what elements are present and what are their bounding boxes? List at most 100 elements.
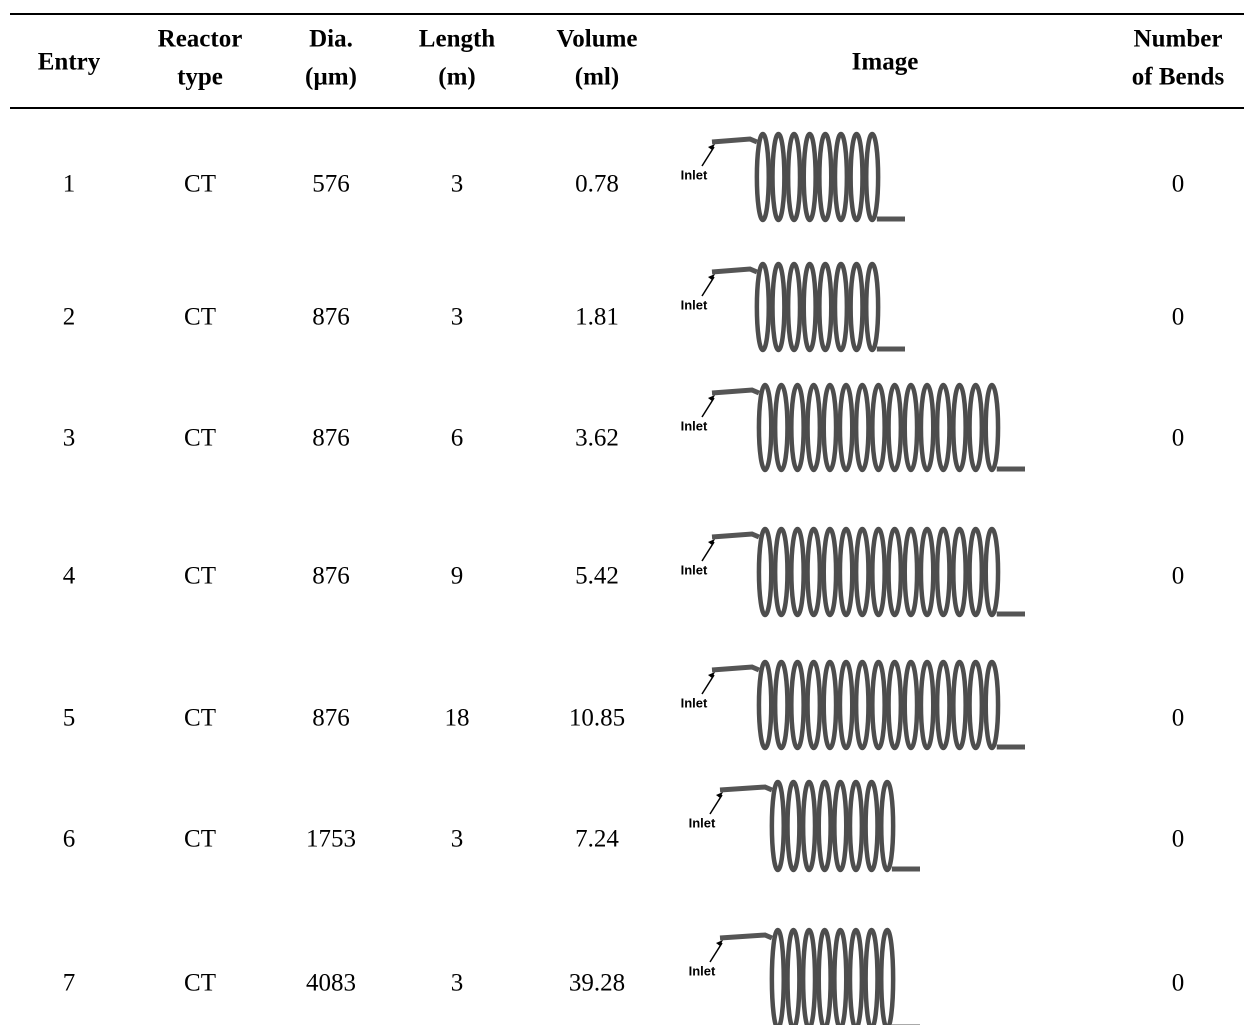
coil-part	[847, 779, 865, 873]
coil-part	[708, 274, 715, 280]
coil-part	[853, 382, 871, 473]
coil-part	[701, 276, 715, 297]
coil-part	[837, 526, 855, 618]
coil-part	[801, 261, 818, 353]
cell: 18	[445, 705, 470, 732]
coil-part	[967, 526, 985, 618]
cell: CT	[184, 304, 216, 331]
cell: CT	[184, 705, 216, 732]
coil-part	[934, 382, 952, 473]
coil-part	[951, 659, 968, 751]
cell: CT	[184, 563, 216, 590]
coil-part	[711, 531, 760, 540]
coil-part	[821, 382, 839, 473]
inlet-label: Inlet	[689, 815, 716, 830]
cell: 4083	[306, 970, 356, 997]
coil-part	[785, 131, 803, 223]
coil-part	[805, 382, 823, 473]
header-cell: (ml)	[575, 64, 619, 91]
coil-image	[709, 927, 920, 1025]
coil-part	[769, 779, 786, 873]
coil-part	[902, 382, 920, 473]
coil-part	[918, 526, 936, 618]
coil-part	[754, 261, 771, 353]
coil-part	[800, 779, 818, 873]
header-cell: of Bends	[1132, 64, 1225, 91]
cell: 2	[63, 304, 76, 331]
coil-part	[772, 526, 790, 618]
coil-part	[800, 927, 818, 1025]
coil-part	[951, 526, 968, 618]
cell: 876	[312, 304, 350, 331]
header-cell: Number	[1134, 26, 1223, 53]
coil-part	[785, 261, 803, 353]
coil-part	[870, 659, 887, 751]
header-cell: Entry	[38, 49, 101, 76]
coil-part	[805, 526, 823, 618]
coil-part	[832, 261, 850, 353]
cell: 7	[63, 970, 76, 997]
coil-part	[708, 539, 715, 545]
coil-part	[770, 261, 787, 353]
coil-part	[817, 131, 834, 223]
coil-part	[754, 131, 771, 223]
header-cell: (µm)	[305, 64, 357, 91]
coil-part	[983, 382, 1001, 473]
cell: 3.62	[575, 425, 619, 452]
coil-part	[701, 397, 715, 418]
header-cell: Image	[852, 49, 919, 76]
coil-part	[817, 261, 834, 353]
cell: 1.81	[575, 304, 619, 331]
cell: 3	[451, 304, 464, 331]
coil-part	[837, 382, 855, 473]
coil-part	[769, 927, 786, 1025]
coil-part	[716, 792, 723, 798]
coil-part	[848, 131, 865, 223]
cell: 0.78	[575, 171, 619, 198]
coil-part	[805, 659, 823, 751]
coil-part	[709, 794, 723, 815]
cell: 576	[312, 171, 350, 198]
coil-part	[848, 261, 865, 353]
coil-part	[709, 942, 723, 963]
coil-part	[756, 526, 774, 618]
coil-part	[785, 779, 802, 873]
cell: 876	[312, 705, 350, 732]
coil-part	[716, 940, 723, 946]
coil-image	[701, 382, 1025, 473]
coil-image	[701, 526, 1025, 618]
cell: CT	[184, 425, 216, 452]
coil-part	[863, 779, 880, 873]
coil-part	[853, 526, 871, 618]
coil-image	[701, 131, 905, 223]
coil-part	[772, 382, 790, 473]
inlet-label: Inlet	[681, 297, 708, 312]
coil-part	[951, 382, 968, 473]
inlet-label: Inlet	[689, 963, 716, 978]
coil-part	[719, 932, 773, 941]
coil-image	[709, 779, 920, 873]
coil-part	[863, 927, 880, 1025]
cell: CT	[184, 826, 216, 853]
coil-part	[934, 659, 952, 751]
coil-part	[785, 927, 802, 1025]
cell: CT	[184, 171, 216, 198]
coil-part	[701, 541, 715, 562]
coil-part	[821, 659, 839, 751]
coil-part	[918, 382, 936, 473]
coil-part	[708, 395, 715, 401]
coil-image	[701, 261, 905, 353]
coil-part	[902, 659, 920, 751]
inlet-label: Inlet	[681, 562, 708, 577]
cell: 4	[63, 563, 76, 590]
coil-part	[711, 136, 758, 145]
coil-part	[756, 382, 774, 473]
coil-part	[801, 131, 818, 223]
coil-part	[870, 526, 887, 618]
cell: 6	[451, 425, 464, 452]
cell: 5	[63, 705, 76, 732]
coil-part	[983, 659, 1001, 751]
header-cell: Length	[419, 26, 496, 53]
coil-part	[719, 784, 773, 793]
